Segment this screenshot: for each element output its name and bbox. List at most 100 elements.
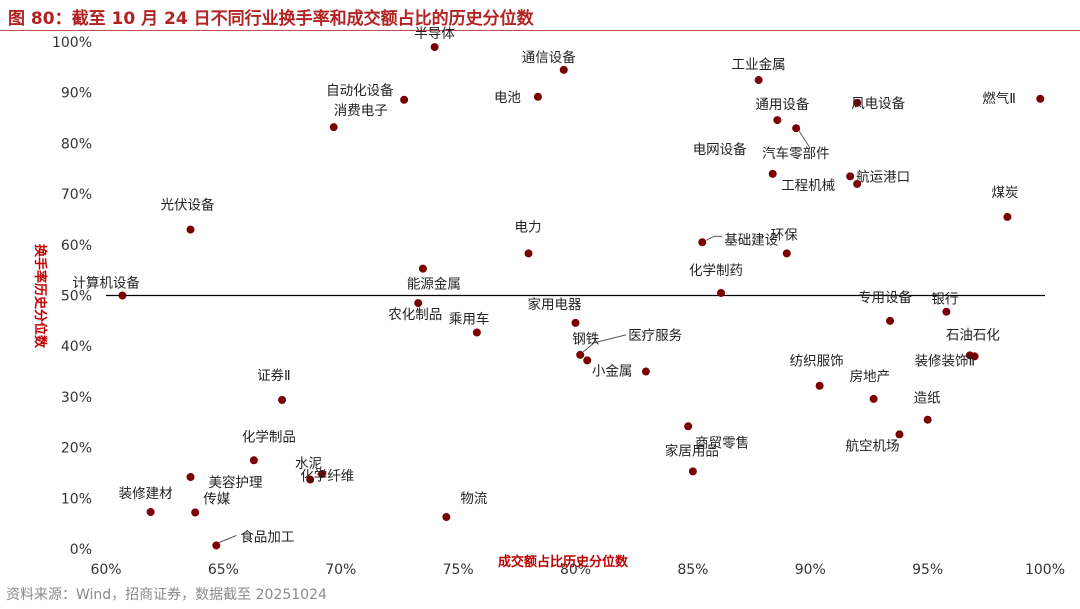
data-label: 化学制品: [242, 429, 296, 445]
data-point-34: [869, 394, 878, 403]
data-label: 银行: [931, 292, 958, 308]
x-tick-label: 100%: [1025, 562, 1065, 578]
data-point-25: [571, 318, 580, 327]
data-point-30: [583, 356, 592, 365]
data-point-31: [641, 367, 650, 376]
data-point-4: [533, 92, 542, 101]
data-point-10: [329, 123, 338, 132]
data-point-6: [1036, 94, 1045, 103]
x-tick-label: 75%: [443, 562, 474, 578]
data-label: 自动化设备: [326, 82, 394, 99]
data-point-8: [773, 116, 782, 125]
y-tick-label: 90%: [61, 86, 92, 102]
data-point-16: [698, 238, 707, 247]
y-tick-label: 0%: [70, 542, 92, 558]
data-point-23: [942, 307, 951, 316]
source-note: 资料来源：Wind，招商证券，数据截至 20251024: [6, 587, 327, 603]
x-axis-title: 成交额占比历史分位数: [498, 554, 629, 570]
data-label: 能源金属: [407, 277, 461, 293]
y-tick-label: 30%: [61, 390, 92, 406]
data-label: 物流: [460, 491, 487, 507]
y-tick-label: 10%: [61, 491, 92, 507]
data-point-46: [212, 541, 221, 550]
data-point-13: [853, 179, 862, 188]
data-point-26: [472, 328, 481, 337]
data-point-27: [576, 350, 585, 359]
data-point-35: [923, 415, 932, 424]
data-label: 电力: [515, 219, 542, 235]
data-label: 水泥: [295, 456, 322, 472]
x-tick-label: 65%: [208, 562, 239, 578]
data-label: 食品加工: [240, 528, 294, 545]
data-point-14: [1003, 212, 1012, 221]
figure-title: 图 80：截至 10 月 24 日不同行业换手率和成交额占比的历史分位数: [8, 9, 534, 29]
data-point-39: [688, 467, 697, 476]
data-label: 汽车零部件: [762, 145, 830, 162]
data-point-2: [559, 65, 568, 74]
data-label: 乘用车: [449, 311, 490, 328]
data-point-29: [970, 352, 979, 361]
y-tick-label: 70%: [61, 187, 92, 203]
data-point-12: [846, 172, 855, 181]
data-label: 家用电器: [528, 296, 582, 313]
data-label: 燃气Ⅱ: [982, 90, 1016, 107]
data-point-9: [792, 124, 801, 133]
y-tick-label: 20%: [61, 441, 92, 457]
data-label: 电网设备: [693, 141, 747, 158]
data-point-19: [418, 264, 427, 273]
data-point-43: [146, 507, 155, 516]
data-label: 基础建设: [724, 231, 778, 248]
data-point-17: [524, 249, 533, 258]
x-tick-label: 85%: [677, 562, 708, 578]
data-label: 消费电子: [334, 103, 388, 119]
title-divider: [0, 30, 1080, 31]
data-label: 钢铁: [572, 331, 599, 347]
data-label: 证券Ⅱ: [257, 368, 291, 384]
data-label: 通信设备: [522, 49, 576, 66]
data-label: 航运港口: [856, 169, 910, 185]
x-tick-label: 70%: [325, 562, 356, 578]
data-label: 石油石化: [946, 327, 1000, 343]
y-tick-label: 100%: [52, 35, 92, 51]
data-label: 纺织服饰: [790, 354, 844, 370]
data-point-41: [186, 473, 195, 482]
leader-line: [219, 535, 237, 543]
data-point-22: [414, 299, 423, 308]
data-label: 煤炭: [991, 185, 1018, 201]
data-point-21: [118, 291, 127, 300]
data-point-45: [442, 513, 451, 522]
x-tick-label: 80%: [560, 562, 591, 578]
data-label: 计算机设备: [72, 275, 140, 292]
x-tick-label: 60%: [90, 562, 121, 578]
y-axis-title: 换手率历史分位数: [32, 244, 48, 349]
data-label: 小金属: [592, 364, 633, 380]
data-label: 装修建材: [119, 486, 173, 502]
data-label: 通用设备: [755, 96, 809, 113]
data-point-38: [249, 456, 258, 465]
data-point-5: [400, 95, 409, 104]
x-tick-label: 90%: [795, 562, 826, 578]
data-label: 农化制品: [388, 307, 442, 323]
data-point-36: [684, 422, 693, 431]
data-label: 工程机械: [781, 178, 835, 194]
data-point-1: [430, 43, 439, 52]
data-label: 化学纤维: [300, 469, 354, 485]
data-point-15: [186, 225, 195, 234]
data-point-20: [717, 288, 726, 297]
data-label: 航空机场: [845, 438, 899, 454]
data-label: 医疗服务: [628, 328, 682, 344]
data-point-3: [754, 76, 763, 85]
data-label: 专用设备: [858, 289, 912, 306]
data-point-32: [815, 381, 824, 390]
data-point-33: [278, 395, 287, 404]
data-point-11: [768, 169, 777, 178]
data-point-37: [895, 430, 904, 439]
scatter-chart: 0% 10% 20% 30% 40% 50% 60% 70% 80% 90% 100% 60% 65% 7…: [32, 26, 1065, 578]
data-label: 房地产: [850, 369, 891, 385]
data-label: 商贸零售: [695, 435, 749, 451]
data-label: 化学制药: [689, 263, 743, 279]
data-point-44: [191, 508, 200, 517]
data-point-42: [306, 475, 315, 484]
y-tick-label: 50%: [61, 289, 92, 305]
data-label: 美容护理: [209, 474, 263, 491]
